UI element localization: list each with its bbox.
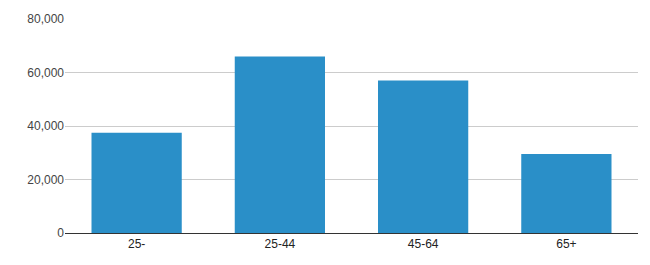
svg-text:25-44: 25-44	[265, 237, 296, 251]
svg-text:80,000: 80,000	[27, 12, 64, 26]
svg-text:45-64: 45-64	[408, 237, 439, 251]
svg-text:65+: 65+	[556, 237, 576, 251]
svg-text:40,000: 40,000	[27, 119, 64, 133]
svg-text:20,000: 20,000	[27, 173, 64, 187]
svg-text:0: 0	[57, 226, 64, 240]
svg-text:60,000: 60,000	[27, 66, 64, 80]
svg-text:25-: 25-	[128, 237, 145, 251]
